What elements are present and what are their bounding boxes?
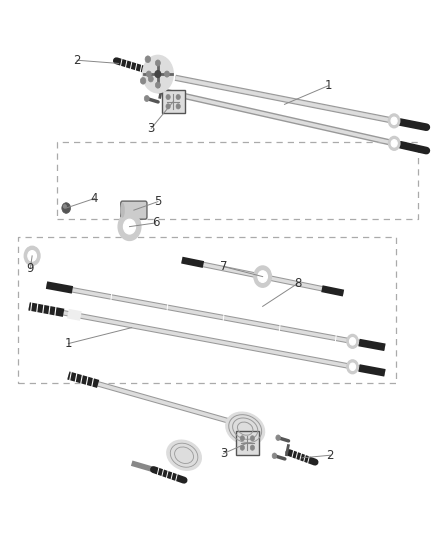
Circle shape: [146, 71, 151, 77]
Text: 6: 6: [152, 216, 159, 229]
Circle shape: [166, 94, 170, 100]
Circle shape: [164, 71, 170, 77]
Circle shape: [240, 435, 244, 441]
Circle shape: [155, 60, 160, 66]
Circle shape: [240, 445, 244, 450]
Circle shape: [389, 114, 400, 128]
Circle shape: [155, 82, 160, 88]
Circle shape: [347, 334, 358, 348]
FancyBboxPatch shape: [236, 431, 259, 455]
Circle shape: [176, 94, 180, 100]
Circle shape: [28, 251, 36, 261]
Ellipse shape: [121, 203, 124, 217]
Circle shape: [276, 435, 280, 440]
Circle shape: [391, 117, 397, 125]
Circle shape: [389, 136, 400, 150]
Text: 2: 2: [327, 449, 334, 462]
Circle shape: [64, 205, 66, 208]
Text: 2: 2: [73, 54, 81, 67]
Text: 1: 1: [65, 337, 72, 350]
Circle shape: [350, 363, 356, 370]
Circle shape: [272, 453, 277, 458]
Circle shape: [166, 104, 170, 109]
Circle shape: [258, 271, 268, 282]
Circle shape: [144, 95, 149, 102]
Ellipse shape: [167, 440, 201, 470]
Text: 5: 5: [154, 195, 162, 208]
Ellipse shape: [226, 412, 265, 445]
Circle shape: [347, 360, 358, 374]
Text: 3: 3: [148, 122, 155, 135]
Text: 8: 8: [294, 277, 301, 290]
Circle shape: [24, 246, 40, 265]
Circle shape: [142, 55, 173, 93]
Text: 7: 7: [219, 260, 227, 273]
Circle shape: [145, 56, 151, 62]
Circle shape: [250, 435, 254, 441]
Text: 4: 4: [91, 192, 98, 205]
Circle shape: [176, 104, 180, 109]
Circle shape: [350, 337, 356, 345]
Circle shape: [155, 71, 161, 77]
Circle shape: [250, 445, 254, 450]
FancyBboxPatch shape: [121, 201, 147, 219]
Circle shape: [391, 140, 397, 147]
Circle shape: [140, 77, 146, 84]
Text: 9: 9: [27, 262, 34, 274]
Circle shape: [118, 213, 141, 240]
Text: 3: 3: [220, 447, 227, 460]
Circle shape: [124, 219, 136, 234]
Circle shape: [148, 76, 153, 82]
Text: 1: 1: [325, 79, 332, 92]
FancyBboxPatch shape: [162, 90, 184, 114]
Circle shape: [62, 203, 71, 213]
Circle shape: [254, 266, 272, 287]
